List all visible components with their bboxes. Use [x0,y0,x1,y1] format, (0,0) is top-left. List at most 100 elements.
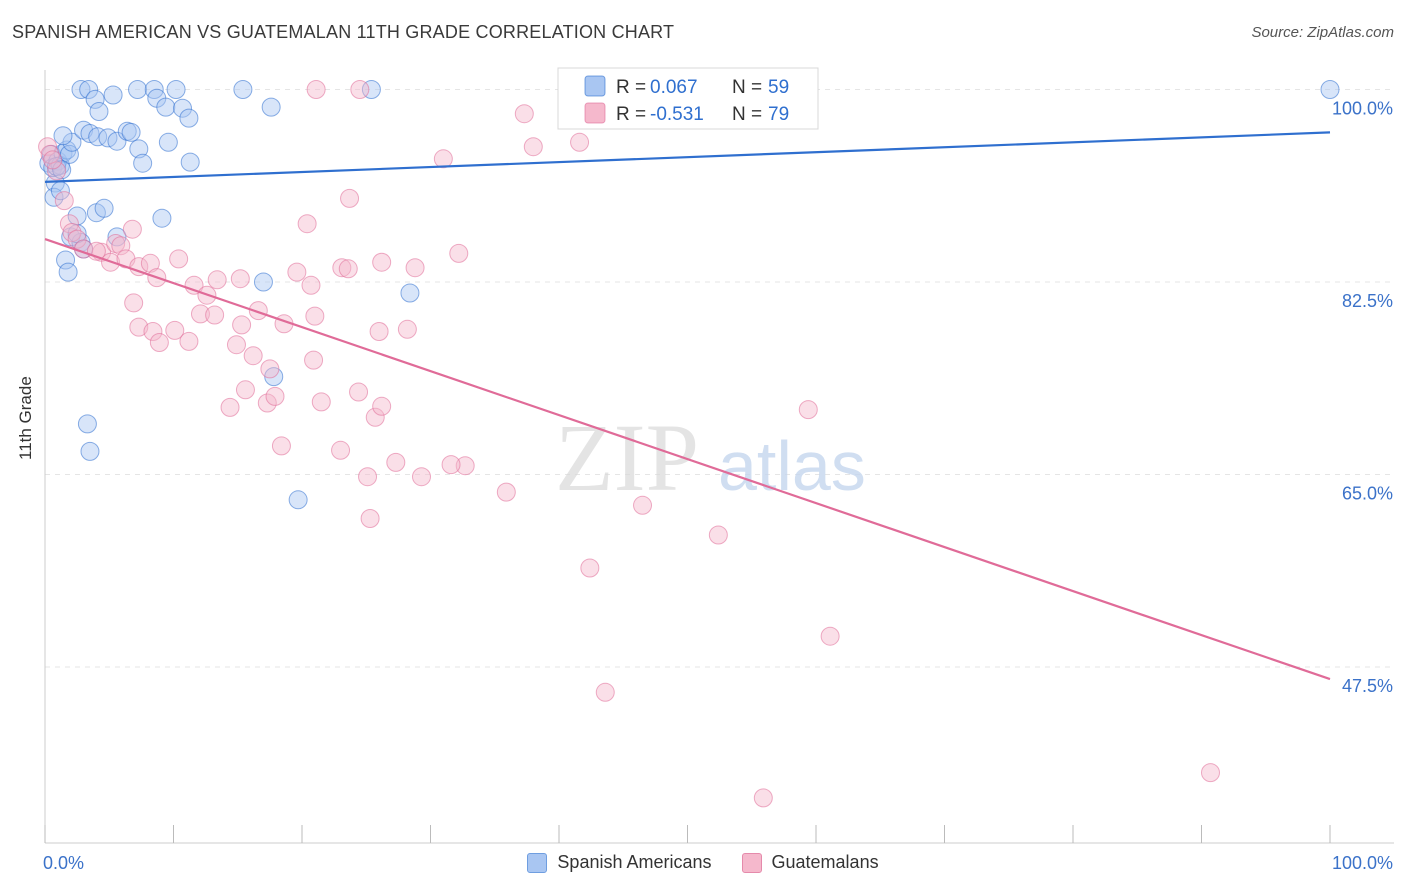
spanish-american-point [88,127,108,147]
guatemalan-point [207,270,227,290]
guatemalan-point [1200,763,1220,783]
spanish-american-point [128,80,148,99]
guatemalan-point [243,346,263,366]
series-legend: Spanish Americans Guatemalans [0,852,1406,873]
legend-item-guatemalans[interactable]: Guatemalans [741,852,879,873]
guatemalan-point [124,293,144,313]
watermark-atlas: atlas [718,427,866,505]
guatemalan-point [595,682,615,702]
legend-n-label-1: N = [732,77,762,98]
guatemalan-point [305,306,325,326]
guatemalan-point [62,223,82,242]
legend-label-guatemalan: Guatemalans [771,852,879,872]
guatemalan-point [338,259,358,279]
watermark: ZIP atlas [555,404,866,511]
x-tick-label: 100.0% [1332,853,1393,873]
spanish-american-trend-line [44,131,1331,183]
data-points [38,80,1340,808]
spanish-american-point [77,414,97,434]
spanish-american-point [158,132,178,152]
guatemalan-point [433,149,453,169]
guatemalan-point [820,626,840,646]
spanish-american-point [94,198,114,218]
guatemalan-point [220,397,240,417]
spanish-american-point [129,139,149,159]
spanish-american-point [179,108,199,128]
spanish-american-point [85,89,105,109]
y-tick-label: 82.5% [1342,291,1393,311]
guatemalan-point [205,305,225,325]
guatemalan-point [580,558,600,578]
spanish-american-point [180,152,200,172]
spanish-american-point [156,97,176,117]
guatemalan-point [226,335,246,355]
guatemalan-point [570,132,590,152]
guatemalan-trend-line [44,238,1331,681]
guatemalan-point [297,214,317,234]
spanish-american-point [253,272,273,292]
guatemalan-point [358,467,378,487]
spanish-american-point [261,97,281,117]
legend-label-spanish: Spanish Americans [557,852,712,872]
guatemalan-point [633,495,653,515]
guatemalan-point [365,407,385,427]
guatemalan-point [143,322,163,341]
guatemalan-point [190,304,210,324]
spanish-american-point [400,283,420,303]
guatemalan-point [265,386,285,406]
correlation-legend: R = 0.067 N = 59 R = -0.531 N = 79 [557,67,819,130]
guatemalan-point [67,229,87,249]
legend-swatch-spanish [527,852,548,873]
legend-n-value-1: 59 [768,77,789,98]
guatemalan-point [169,249,189,269]
spanish-american-point [79,80,99,99]
legend-n-value-2: 79 [768,104,789,125]
guatemalan-point [43,150,63,170]
guatemalan-point [248,301,268,321]
guatemalan-point [232,315,252,335]
legend-item-spanish-americans[interactable]: Spanish Americans [527,852,712,873]
guatemalan-point [149,333,169,352]
guatemalan-point [372,396,392,416]
guatemalan-point [798,400,818,420]
guatemalan-point [386,452,406,472]
spanish-american-point [172,98,192,118]
legend-n-label-2: N = [732,104,762,125]
legend-r-value-1: 0.067 [650,77,698,98]
guatemalan-point [372,252,392,272]
guatemalan-point [230,269,250,289]
guatemalan-point [129,317,149,337]
guatemalan-point [708,525,728,545]
trend-lines [44,131,1331,681]
x-tick-label: 0.0% [43,853,84,873]
grid-lines [45,89,1394,668]
spanish-american-point [121,122,141,142]
guatemalan-point [184,275,204,295]
guatemalan-point [54,191,74,211]
legend-r-label-2: R = [616,104,646,125]
y-tick-label: 65.0% [1342,484,1393,504]
spanish-american-point [80,441,100,461]
legend-swatch-blue [584,75,606,97]
spanish-american-point [288,490,308,510]
y-tick-label: 47.5% [1342,676,1393,696]
guatemalan-point [235,380,255,400]
guatemalan-point [340,188,360,208]
guatemalan-point [449,243,469,263]
spanish-american-point [361,80,381,99]
guatemalan-point [179,331,199,351]
spanish-american-point [58,262,78,282]
guatemalan-point [287,262,307,282]
tick-labels: 47.5% 65.0% 82.5% 100.0% 0.0% 100.0% [43,99,1393,874]
guatemalan-point [397,319,417,339]
source-credit: Source: ZipAtlas.com [1251,24,1394,41]
guatemalan-point [523,137,543,157]
spanish-american-point [53,126,73,146]
guatemalan-point [331,440,351,460]
legend-swatch-guatemalan [741,852,762,873]
guatemalan-point [47,161,67,181]
guatemalan-point [360,509,380,528]
guatemalan-point [441,455,461,475]
guatemalan-point [271,436,291,456]
